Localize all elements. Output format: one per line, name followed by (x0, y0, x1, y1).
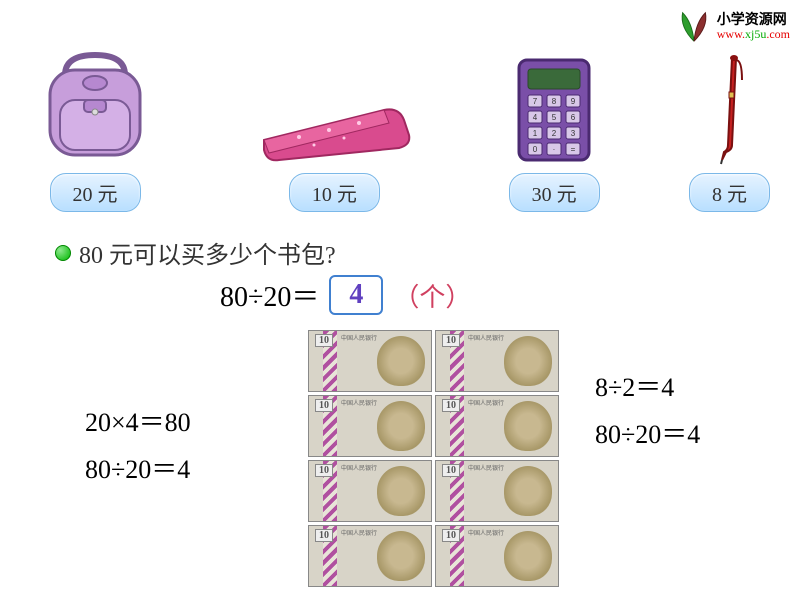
banknote: 10中国人民银行 (308, 525, 432, 587)
products-row: 20 元 10 元 (30, 45, 770, 212)
logo-title: 小学资源网 (717, 13, 790, 28)
left-equations: 20×4＝80 80÷20＝4 (85, 400, 191, 494)
svg-text:7: 7 (533, 97, 538, 106)
right-equations: 8÷2＝4 80÷20＝4 (595, 365, 700, 459)
product-pencil-case: 10 元 (249, 45, 419, 212)
svg-text:8: 8 (552, 97, 557, 106)
product-backpack: 20 元 (30, 45, 160, 212)
banknotes-grid: 10中国人民银行10中国人民银行10中国人民银行10中国人民银行10中国人民银行… (308, 330, 559, 587)
main-equation: 80÷20＝ 4 （个） (220, 275, 471, 315)
banknote: 10中国人民银行 (308, 395, 432, 457)
svg-text:2: 2 (552, 129, 557, 138)
leaf-icon (675, 8, 713, 46)
svg-text:4: 4 (533, 113, 538, 122)
svg-text:0: 0 (533, 145, 538, 154)
bullet-icon (55, 245, 71, 261)
answer-box: 4 (329, 275, 383, 315)
question-text: 80 元可以买多少个书包? (79, 235, 336, 270)
equation-lhs: 80÷20＝ (220, 275, 319, 315)
answer-unit: （个） (393, 277, 471, 314)
svg-text:1: 1 (533, 129, 538, 138)
price-pencil-case: 10 元 (289, 173, 380, 212)
banknote: 10中国人民银行 (308, 330, 432, 392)
backpack-icon (30, 45, 160, 165)
question-line: 80 元可以买多少个书包? (55, 235, 336, 270)
left-eq-2: 80÷20＝4 (85, 447, 191, 494)
svg-text:·: · (553, 145, 556, 154)
pen-icon (704, 50, 754, 165)
banknote: 10中国人民银行 (435, 330, 559, 392)
banknote: 10中国人民银行 (435, 525, 559, 587)
left-eq-1: 20×4＝80 (85, 400, 191, 447)
banknote: 10中国人民银行 (435, 460, 559, 522)
banknote: 10中国人民银行 (308, 460, 432, 522)
site-logo: 小学资源网 www.xj5u.com (675, 8, 790, 46)
svg-text:5: 5 (552, 113, 557, 122)
right-eq-2: 80÷20＝4 (595, 412, 700, 459)
svg-text:=: = (571, 145, 576, 154)
price-backpack: 20 元 (50, 173, 141, 212)
svg-text:6: 6 (571, 113, 576, 122)
price-pen: 8 元 (689, 173, 770, 212)
right-eq-1: 8÷2＝4 (595, 365, 700, 412)
svg-text:3: 3 (571, 129, 576, 138)
pencil-case-icon (249, 95, 419, 165)
product-calculator: 7 8 9 4 5 6 1 2 3 0 · = 30 元 (509, 45, 600, 212)
calculator-icon: 7 8 9 4 5 6 1 2 3 0 · = (514, 55, 594, 165)
logo-url: www.xj5u.com (717, 28, 790, 41)
price-calculator: 30 元 (509, 173, 600, 212)
svg-text:9: 9 (571, 97, 576, 106)
banknote: 10中国人民银行 (435, 395, 559, 457)
product-pen: 8 元 (689, 45, 770, 212)
